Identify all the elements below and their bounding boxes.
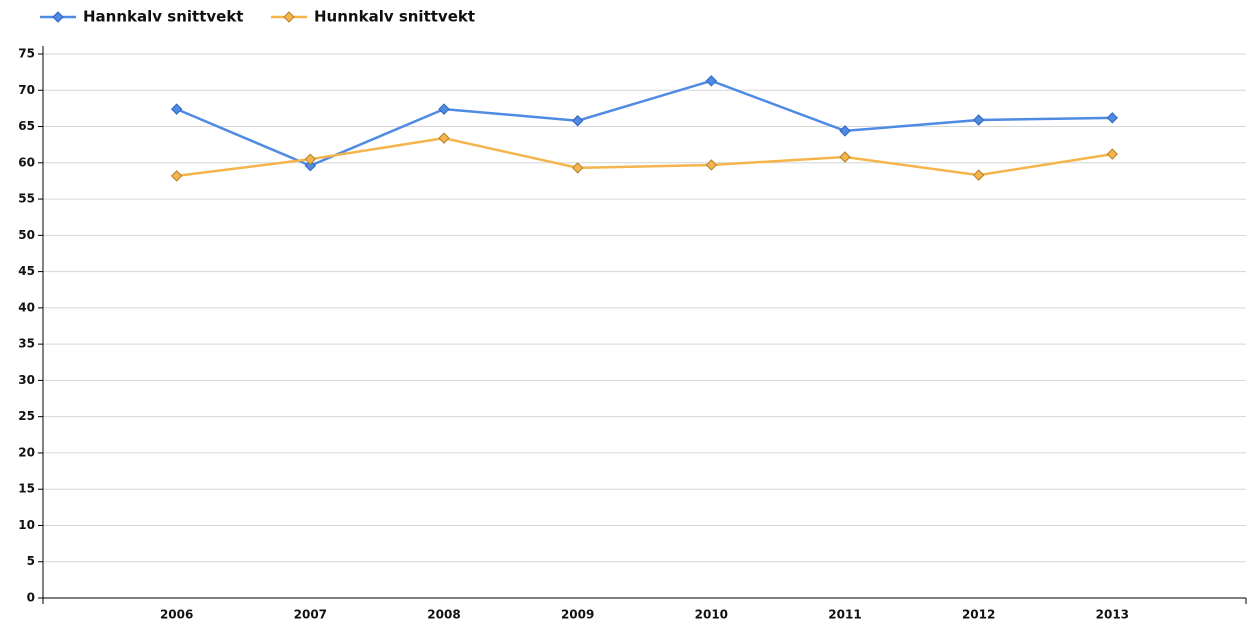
y-tick-label: 35 — [18, 337, 35, 351]
y-tick-label: 60 — [18, 155, 35, 169]
y-tick-label: 50 — [18, 228, 35, 242]
y-tick-label: 30 — [18, 373, 35, 387]
x-tick-label: 2011 — [828, 608, 861, 622]
y-tick-label: 40 — [18, 300, 35, 314]
point — [972, 169, 985, 181]
point — [705, 75, 718, 87]
y-tick-label: 10 — [18, 518, 35, 532]
point — [304, 153, 317, 165]
point — [438, 103, 450, 115]
x-tick-label: 2013 — [1096, 608, 1129, 622]
series-line — [176, 79, 1113, 168]
y-tick-label: 45 — [18, 264, 35, 278]
legend-label: Hunnkalv snittvekt — [314, 8, 475, 26]
point — [1106, 112, 1119, 124]
y-tick-label: 70 — [18, 83, 35, 97]
point — [438, 132, 450, 144]
y-tick-label: 65 — [18, 119, 35, 133]
point — [972, 114, 985, 126]
y-tick-label: 55 — [18, 192, 35, 206]
x-tick-label: 2008 — [427, 608, 460, 622]
y-tick-label: 25 — [18, 409, 35, 423]
legend-marker — [52, 11, 64, 23]
point — [170, 170, 183, 182]
point — [839, 151, 851, 163]
point — [839, 125, 851, 137]
point — [1106, 148, 1119, 160]
x-tick-label: 2007 — [294, 608, 327, 622]
point — [705, 159, 718, 171]
point — [304, 159, 317, 172]
point — [571, 162, 584, 174]
series-line — [176, 136, 1113, 178]
legend-label: Hannkalv snittvekt — [83, 8, 243, 26]
y-tick-label: 75 — [18, 47, 35, 61]
x-tick-label: 2006 — [160, 608, 193, 622]
point — [170, 103, 183, 115]
y-tick-label: 5 — [27, 554, 35, 568]
legend-marker — [283, 11, 295, 23]
y-tick-label: 0 — [27, 591, 35, 605]
point — [571, 115, 584, 127]
y-tick-label: 20 — [18, 445, 35, 459]
y-tick-label: 15 — [18, 482, 35, 496]
x-tick-label: 2009 — [561, 608, 594, 622]
x-tick-label: 2010 — [695, 608, 728, 622]
x-tick-label: 2012 — [962, 608, 995, 622]
